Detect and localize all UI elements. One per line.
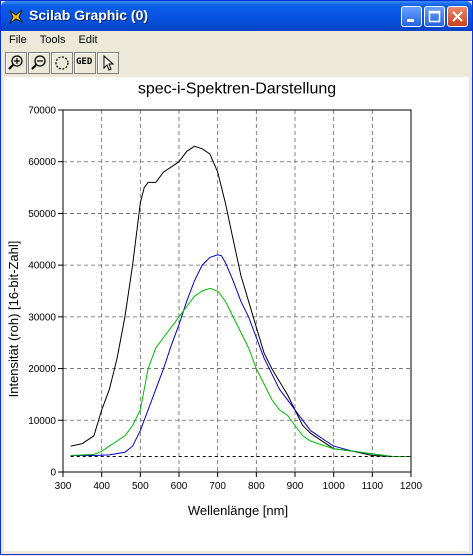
rotate-icon	[55, 56, 69, 70]
maximize-button[interactable]	[424, 6, 445, 27]
graphics-canvas[interactable]: spec-i-Spektren-Darstellung Intensität (…	[4, 77, 469, 551]
x-tick-label: 1200	[400, 481, 423, 492]
menu-file[interactable]: File	[9, 34, 27, 46]
plot-frame	[62, 109, 412, 473]
x-tick-label: 300	[55, 481, 72, 492]
x-tick-label: 800	[248, 481, 265, 492]
toolbar: GED	[4, 51, 470, 75]
series-line-0	[70, 145, 411, 457]
menu-bar: File Tools Edit	[4, 32, 470, 49]
pointer-arrow-icon	[103, 54, 115, 71]
minimize-button[interactable]	[401, 6, 422, 27]
x-tick-label: 700	[209, 481, 226, 492]
x-tick-label: 1100	[362, 481, 384, 492]
x-tick-label: 1000	[323, 481, 346, 492]
zoom-out-icon	[31, 55, 46, 70]
x-tick-label: 500	[132, 481, 149, 492]
scilab-app-icon	[8, 9, 24, 24]
menu-edit[interactable]: Edit	[78, 34, 98, 46]
maximize-icon	[428, 10, 441, 23]
minimize-icon	[407, 19, 414, 22]
axis-ticks: 300 400 500 600 700 800 900 1000 1100 1200 0 10000 2…	[28, 106, 422, 493]
y-axis-label: Intensität (roh) [16-bit-Zahl]	[6, 241, 21, 398]
series-line-2	[70, 287, 411, 457]
y-tick-label: 40000	[28, 261, 56, 272]
x-axis-label: Wellenlänge [nm]	[188, 503, 288, 518]
y-tick-label: 50000	[28, 209, 56, 220]
y-tick-label: 20000	[28, 364, 56, 375]
x-tick-label: 400	[93, 481, 110, 492]
chart-title: spec-i-Spektren-Darstellung	[138, 80, 336, 97]
spectrum-chart: spec-i-Spektren-Darstellung Intensität (…	[6, 80, 423, 518]
window-title: Scilab Graphic (0)	[29, 7, 149, 23]
ged-label: GED	[76, 57, 93, 67]
rotate-button[interactable]	[51, 52, 73, 74]
y-tick-label: 70000	[28, 106, 56, 117]
close-button[interactable]	[447, 6, 468, 27]
pointer-button[interactable]	[97, 52, 119, 74]
ged-button[interactable]: GED	[74, 52, 96, 74]
zoom-in-icon	[8, 55, 23, 70]
series-group	[70, 145, 411, 457]
zoom-out-button[interactable]	[28, 52, 50, 74]
y-tick-label: 0	[50, 468, 56, 479]
close-icon	[452, 11, 463, 22]
y-tick-label: 10000	[28, 416, 56, 427]
series-line-1	[70, 254, 411, 457]
y-tick-label: 60000	[28, 157, 56, 168]
menu-tools[interactable]: Tools	[39, 34, 66, 46]
x-tick-label: 900	[287, 481, 304, 492]
x-tick-label: 600	[171, 481, 188, 492]
title-bar[interactable]: Scilab Graphic (0)	[1, 1, 472, 31]
y-tick-label: 30000	[28, 312, 56, 323]
zoom-in-button[interactable]	[5, 52, 27, 74]
